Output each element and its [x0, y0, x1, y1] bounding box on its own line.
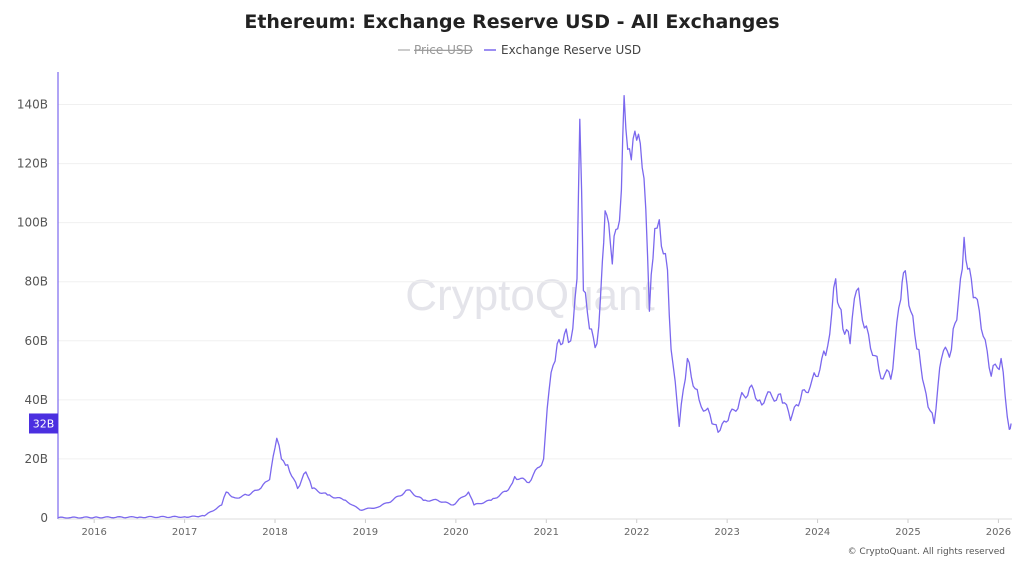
x-tick-label: 2020	[443, 527, 468, 538]
current-value-badge-label: 32B	[33, 417, 55, 430]
copyright: © CryptoQuant. All rights reserved	[848, 547, 1005, 557]
x-tick-label: 2023	[714, 527, 739, 538]
x-tick-label: 2016	[81, 527, 106, 538]
y-tick-label: 80B	[24, 275, 48, 289]
x-tick-label: 2022	[624, 527, 649, 538]
legend-item-reserve[interactable]: Exchange Reserve USD	[484, 43, 641, 57]
x-tick-label: 2025	[895, 527, 920, 538]
legend-label-price: Price USD	[414, 43, 473, 57]
current-value-badge: 32B	[29, 413, 58, 434]
legend-label-reserve: Exchange Reserve USD	[501, 43, 641, 57]
y-tick-label: 20B	[24, 452, 48, 466]
x-tick-label: 2019	[353, 527, 378, 538]
grid	[58, 103, 1012, 460]
y-tick-label: 140B	[17, 97, 48, 111]
current-value-badge-bg	[29, 413, 58, 434]
x-axis-ticks: 2016 2017 2018 2019 2020 2021 2022 2023 2024 2025…	[81, 519, 1011, 538]
chart-title: Ethereum: Exchange Reserve USD - All Exc…	[244, 11, 779, 33]
y-tick-label: 60B	[24, 334, 48, 348]
watermark: CryptoQuant	[405, 271, 654, 320]
x-tick-label: 2026	[986, 527, 1011, 538]
x-tick-label: 2021	[534, 527, 559, 538]
y-tick-label: 0	[40, 511, 48, 525]
y-tick-label: 100B	[17, 216, 48, 230]
x-tick-label: 2018	[262, 527, 287, 538]
legend: Price USD Exchange Reserve USD	[398, 43, 641, 57]
legend-item-price[interactable]: Price USD	[398, 43, 473, 57]
x-tick-label: 2024	[805, 527, 830, 538]
x-tick-label: 2017	[172, 527, 197, 538]
series-line-exchange-reserve	[57, 94, 1012, 519]
y-axis-ticks: 0 20B 40B 60B 80B 100B 120B 140B	[17, 97, 48, 525]
y-tick-label: 40B	[24, 393, 48, 407]
y-tick-label: 120B	[17, 157, 48, 171]
